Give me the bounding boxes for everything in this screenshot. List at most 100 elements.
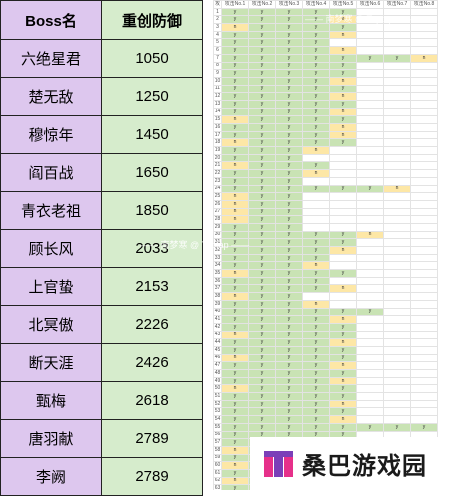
grid-cell [410, 76, 438, 86]
grid-cell [383, 146, 411, 155]
grid-cell: y [248, 7, 276, 17]
grid-row-number: 23 [213, 176, 222, 186]
grid-cell [410, 38, 438, 48]
grid-row-number: 2 [213, 15, 222, 25]
grid-cell: n [329, 246, 357, 255]
grid-cell [383, 130, 411, 140]
grid-cell: y [248, 392, 276, 401]
grid-cell: n [302, 261, 330, 271]
grid-cell: y [248, 153, 276, 163]
grid-cell [410, 369, 438, 378]
grid-row-number: 24 [213, 184, 222, 194]
grid-cell [302, 222, 330, 232]
grid-cell: y [302, 61, 330, 71]
grid-row-number: 58 [213, 445, 222, 455]
grid-cell: y [221, 399, 249, 409]
grid-cell: y [275, 345, 303, 355]
grid-cell [410, 276, 438, 286]
grid-row-number: 60 [213, 461, 222, 470]
grid-cell: y [248, 169, 276, 178]
grid-cell: y [275, 161, 303, 171]
grid-cell: y [248, 76, 276, 86]
grid-cell: y [221, 169, 249, 178]
defense-value-cell: 2426 [101, 343, 203, 382]
grid-cell: y [302, 384, 330, 394]
grid-cell [383, 276, 411, 286]
defense-value-cell: 2226 [101, 305, 203, 344]
grid-row: 10 y y y y n [213, 76, 438, 86]
grid-cell [356, 215, 384, 224]
grid-cell: y [221, 369, 249, 378]
grid-cell [410, 92, 438, 101]
grid-row: 34 y y y n [213, 261, 438, 271]
boss-name-cell: 穆惊年 [0, 115, 102, 154]
grid-row: 16 y y y y n [213, 123, 438, 132]
grid-cell [410, 23, 438, 32]
grid-cell [383, 69, 411, 78]
grid-cell [356, 30, 384, 40]
table-row: 顾长风 2033 [0, 229, 203, 268]
grid-cell: y [356, 422, 384, 432]
grid-corner-cell: 攻 [213, 0, 222, 9]
grid-row-number: 8 [213, 61, 222, 71]
grid-row: 23 y y y [213, 176, 438, 186]
grid-header-cell: 攻击No.2 [248, 0, 276, 9]
grid-cell: y [248, 146, 276, 155]
grid-cell: y [329, 407, 357, 417]
attack-grid-panel: 攻攻击No.1 攻击No.2 攻击No.3 攻击No.4 攻击No.5 攻击No.6 攻击N… [213, 0, 450, 490]
grid-row-number: 35 [213, 269, 222, 278]
grid-cell: y [302, 115, 330, 124]
grid-cell [356, 361, 384, 370]
grid-cell: y [248, 369, 276, 378]
grid-cell: y [275, 261, 303, 271]
grid-cell: n [329, 92, 357, 101]
grid-row-number: 61 [213, 468, 222, 478]
grid-cell: y [248, 69, 276, 78]
grid-cell: n [302, 146, 330, 155]
grid-row: 44 y y y y n [213, 338, 438, 347]
grid-row-number: 46 [213, 353, 222, 363]
grid-row: 40 y y y y y y [213, 307, 438, 317]
grid-cell [383, 253, 411, 263]
grid-cell: y [221, 392, 249, 401]
grid-cell [383, 176, 411, 186]
grid-cell [383, 369, 411, 378]
grid-cell: n [329, 315, 357, 324]
grid-row-number: 44 [213, 338, 222, 347]
grid-row: 39 y y y n [213, 299, 438, 309]
grid-cell [356, 176, 384, 186]
grid-row-number: 11 [213, 84, 222, 94]
grid-row: 41 y y y y n [213, 315, 438, 324]
grid-cell: y [275, 407, 303, 417]
grid-row-number: 63 [213, 484, 222, 490]
grid-row-number: 4 [213, 30, 222, 40]
grid-cell: y [248, 269, 276, 278]
table-header-row: Boss名 重创防御 [0, 0, 203, 40]
grid-cell: y [302, 230, 330, 240]
grid-row-number: 5 [213, 38, 222, 48]
grid-row: 35 n y y y y [213, 269, 438, 278]
defense-value-cell: 2618 [101, 381, 203, 420]
grid-cell [410, 199, 438, 209]
grid-cell [410, 15, 438, 25]
grid-row: 51 y y y y y [213, 392, 438, 401]
grid-cell [329, 276, 357, 286]
grid-row-number: 21 [213, 161, 222, 171]
grid-cell: y [329, 115, 357, 124]
grid-cell [410, 261, 438, 271]
grid-cell: n [221, 353, 249, 363]
grid-cell: y [329, 384, 357, 394]
grid-cell: y [275, 392, 303, 401]
grid-row: 15 n y y y y [213, 115, 438, 124]
grid-cell: y [302, 284, 330, 294]
grid-cell: y [329, 230, 357, 240]
grid-cell: n [221, 23, 249, 32]
grid-cell [356, 407, 384, 417]
grid-cell: y [248, 138, 276, 148]
boss-name-cell: 唐羽献 [0, 419, 102, 458]
grid-cell: y [248, 46, 276, 55]
grid-cell: y [329, 330, 357, 340]
